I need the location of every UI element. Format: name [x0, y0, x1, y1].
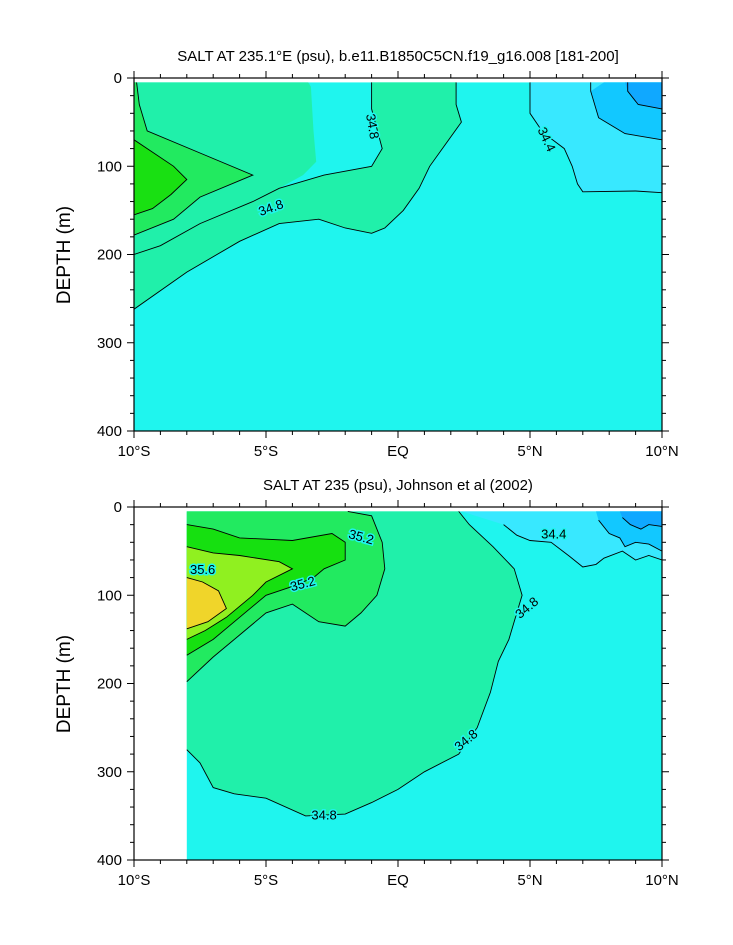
top-x-tick-label: 10°N	[645, 443, 679, 460]
top-x-tick-label: EQ	[387, 443, 409, 460]
bottom-x-tick-label: 10°S	[118, 872, 151, 889]
bottom-salinity-section: SALT AT 235 (psu), Johnson et al (2002) …	[54, 477, 679, 889]
top-contour-line-4	[529, 82, 662, 194]
bottom-contour-label-6: 34.4	[541, 527, 566, 542]
top-region-35-4-3	[134, 139, 187, 215]
bottom-y-tick-label: 0	[114, 499, 122, 516]
top-chart-title: SALT AT 235.1°E (psu), b.e11.B1850C5CN.f…	[177, 48, 619, 65]
bottom-contour-line-6	[598, 519, 662, 552]
top-contour-line-0	[134, 82, 383, 255]
bottom-x-tick-label: 5°N	[517, 872, 542, 889]
top-x-tick-label: 5°N	[517, 443, 542, 460]
top-x-tick-label: 10°S	[118, 443, 151, 460]
bottom-plot-area: 35.235.635.234.834.834.834.410°S 5°S EQ 5°N…	[97, 499, 679, 889]
bottom-region-35-8-4	[186, 577, 227, 629]
bottom-x-tick-label: 10°N	[645, 872, 679, 889]
top-plot-area: 34.834.834.4 10°S 5°S EQ 5°N 10°N 0 100 200 300 40…	[97, 70, 679, 460]
top-contour-label-0: 34.8	[363, 113, 382, 141]
bottom-contour-line-2	[186, 524, 346, 656]
bottom-contour-field: 35.235.635.234.834.834.834.4	[186, 510, 662, 860]
bottom-contour-line-0	[186, 511, 523, 817]
top-contour-line-5	[590, 82, 662, 141]
top-contour-line-6	[627, 82, 662, 110]
top-x-tick-label: 5°S	[254, 443, 278, 460]
bottom-y-tick-label: 100	[97, 587, 122, 604]
bottom-contour-label-5: 34.8	[311, 807, 336, 822]
top-y-tick-label: 200	[97, 247, 122, 264]
top-y-tick-label: 400	[97, 423, 122, 440]
top-region-34-6	[625, 82, 662, 109]
bottom-contour-line-5	[503, 524, 662, 568]
top-contour-line-3	[134, 139, 188, 216]
top-salinity-section: SALT AT 235.1°E (psu), b.e11.B1850C5CN.f…	[54, 48, 679, 460]
top-region-35-1	[134, 82, 462, 310]
top-contour-line-1	[134, 82, 462, 310]
top-contour-field: 34.834.834.4	[134, 82, 662, 431]
top-y-tick-label: 100	[97, 158, 122, 175]
bottom-contour-label-1: 35.6	[190, 562, 215, 577]
bottom-contour-line-1	[186, 510, 386, 683]
bottom-x-tick-label: 5°S	[254, 872, 278, 889]
bottom-contour-line-3	[186, 546, 294, 640]
top-y-tick-label: 300	[97, 335, 122, 352]
bottom-x-tick-label: EQ	[387, 872, 409, 889]
top-y-axis-label: DEPTH (m)	[54, 206, 75, 304]
bottom-y-tick-label: 300	[97, 764, 122, 781]
bottom-contour-line-7	[622, 517, 662, 530]
bottom-y-axis-label: DEPTH (m)	[54, 635, 75, 733]
top-y-tick-label: 0	[114, 70, 122, 87]
bottom-y-tick-label: 400	[97, 852, 122, 869]
bottom-y-tick-label: 200	[97, 676, 122, 693]
bottom-chart-title: SALT AT 235 (psu), Johnson et al (2002)	[263, 477, 533, 494]
bottom-contour-line-4	[186, 577, 227, 630]
top-contour-line-2	[134, 82, 254, 236]
